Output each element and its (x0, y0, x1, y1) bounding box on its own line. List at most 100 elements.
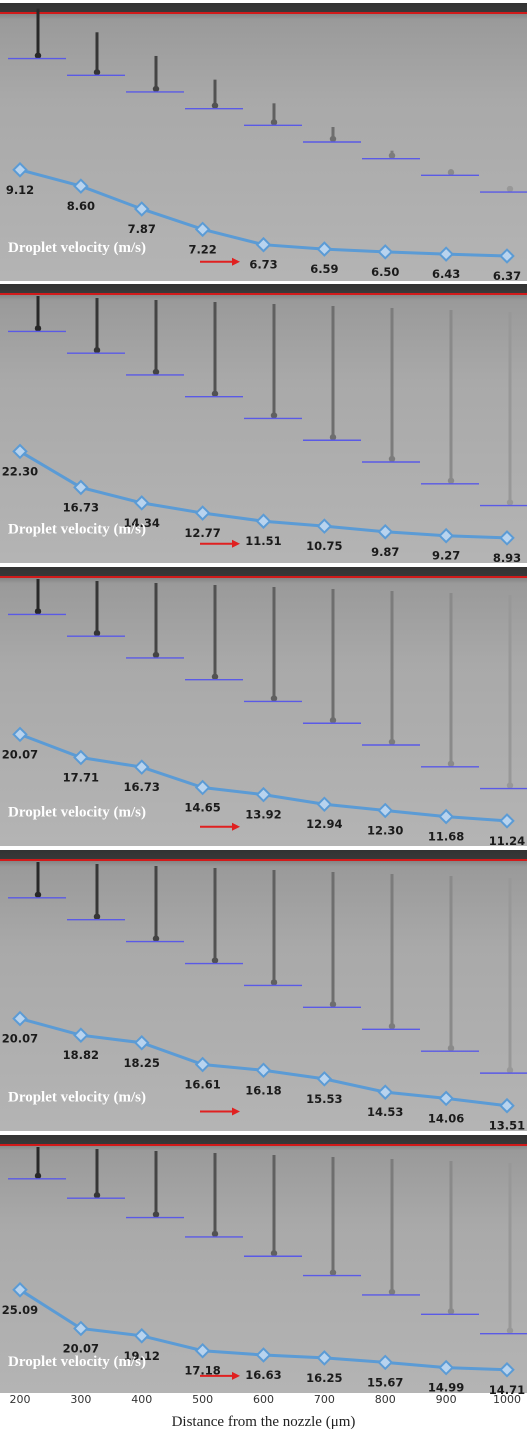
data-point (499, 248, 515, 264)
data-label: 14.71 (489, 1383, 525, 1397)
data-point (73, 749, 89, 766)
data-point (12, 443, 28, 460)
x-tick-label: 400 (131, 1393, 152, 1406)
data-point (316, 1350, 333, 1366)
x-tick-label: 800 (375, 1393, 396, 1406)
data-point (499, 813, 515, 829)
droplet (506, 1327, 514, 1334)
droplet (34, 608, 42, 615)
data-label: 20.07 (2, 1032, 38, 1046)
droplet (34, 891, 42, 898)
data-label: 16.18 (245, 1083, 281, 1097)
data-point (316, 796, 333, 813)
data-point (194, 1056, 211, 1073)
x-tick-label: 300 (70, 1393, 91, 1406)
data-label: 6.59 (310, 262, 338, 276)
data-label: 19.12 (124, 1349, 160, 1363)
data-point (377, 1354, 394, 1371)
data-label: 12.94 (306, 817, 342, 831)
data-label: 15.67 (367, 1375, 403, 1389)
droplet (447, 760, 455, 767)
data-point (377, 1084, 394, 1100)
data-label: 14.34 (124, 516, 160, 530)
velocity-panel-label: Droplet velocity (m/s) (8, 805, 146, 821)
droplet (34, 325, 42, 332)
data-point (438, 246, 454, 262)
droplet (270, 1250, 278, 1257)
data-label: 16.73 (124, 780, 160, 794)
x-tick-label: 700 (314, 1393, 335, 1406)
data-label: 25.09 (2, 1303, 38, 1317)
data-label: 16.73 (63, 500, 99, 514)
data-label: 17.18 (184, 1364, 220, 1378)
x-axis-label: Distance from the nozzle (μm) (171, 1414, 356, 1430)
velocity-panel-3: 20.07 17.71 16.73 14.65 13.92 12.94 12.30 11.68… (0, 567, 527, 848)
droplet (388, 1023, 396, 1030)
droplet (152, 85, 160, 93)
velocity-panel-label: Droplet velocity (m/s) (8, 522, 146, 538)
data-label: 13.51 (489, 1119, 525, 1133)
velocity-panel-4: 20.07 18.82 18.25 16.61 16.18 15.53 14.53 14.06… (0, 850, 527, 1133)
data-label: 11.24 (489, 834, 525, 848)
droplet (329, 135, 337, 143)
x-tick-label: 500 (192, 1393, 213, 1406)
x-tick-label: 200 (10, 1393, 31, 1406)
velocity-panel-2: 22.30 16.73 14.34 12.77 11.51 10.75 9.87 9.27 8.… (0, 284, 527, 565)
data-point (316, 1071, 333, 1087)
droplet (270, 412, 278, 419)
droplet (329, 1269, 337, 1276)
data-label: 17.71 (63, 771, 99, 785)
data-label: 7.22 (188, 242, 216, 256)
data-label: 7.87 (128, 222, 156, 236)
droplet (211, 1230, 219, 1238)
droplet (447, 477, 455, 484)
droplet (211, 390, 219, 397)
droplet (506, 782, 514, 789)
data-label: 15.53 (306, 1092, 342, 1106)
nozzle-plate (0, 284, 527, 294)
droplet (152, 368, 160, 376)
velocity-panel-1: 9.12 8.60 7.87 7.22 6.73 6.59 6.50 6.43 6.37 Drop… (0, 3, 527, 283)
data-label: 20.07 (2, 747, 38, 761)
data-label: 12.30 (367, 824, 403, 838)
nozzle-plate (0, 567, 527, 577)
data-point (377, 524, 394, 540)
data-point (73, 1320, 89, 1337)
velocity-panel-5: 25.09 20.07 19.12 17.18 16.63 16.25 15.67 14.99… (0, 1135, 527, 1397)
data-point (255, 1062, 272, 1079)
droplet (447, 1044, 455, 1052)
data-point (438, 808, 454, 825)
data-point (12, 1282, 28, 1298)
data-point (438, 527, 454, 544)
data-label: 16.63 (245, 1368, 281, 1382)
data-label: 14.06 (428, 1111, 464, 1125)
arrow-head (232, 1371, 240, 1380)
data-label: 14.99 (428, 1381, 464, 1395)
x-tick-label: 600 (253, 1393, 274, 1406)
panel-background (0, 3, 527, 281)
nozzle-plate (0, 1135, 527, 1145)
droplet (447, 169, 455, 176)
droplet (152, 1211, 160, 1218)
data-label: 6.73 (249, 258, 277, 272)
droplet (152, 651, 160, 659)
nozzle-plate (0, 850, 527, 860)
data-point (255, 786, 272, 803)
data-label: 6.43 (432, 267, 460, 281)
droplet (211, 957, 219, 964)
data-point (194, 505, 211, 521)
data-point (499, 1362, 515, 1378)
x-tick-label: 1000 (493, 1393, 521, 1406)
droplet (506, 499, 514, 506)
data-label: 6.50 (371, 265, 399, 279)
data-label: 22.30 (2, 464, 38, 478)
data-point (194, 779, 211, 796)
data-point (255, 236, 272, 253)
droplet (93, 69, 101, 76)
data-point (377, 802, 394, 819)
droplet (211, 102, 219, 109)
data-point (316, 518, 333, 534)
data-point (194, 221, 211, 238)
data-label: 14.53 (367, 1105, 403, 1119)
droplet (329, 1001, 337, 1008)
